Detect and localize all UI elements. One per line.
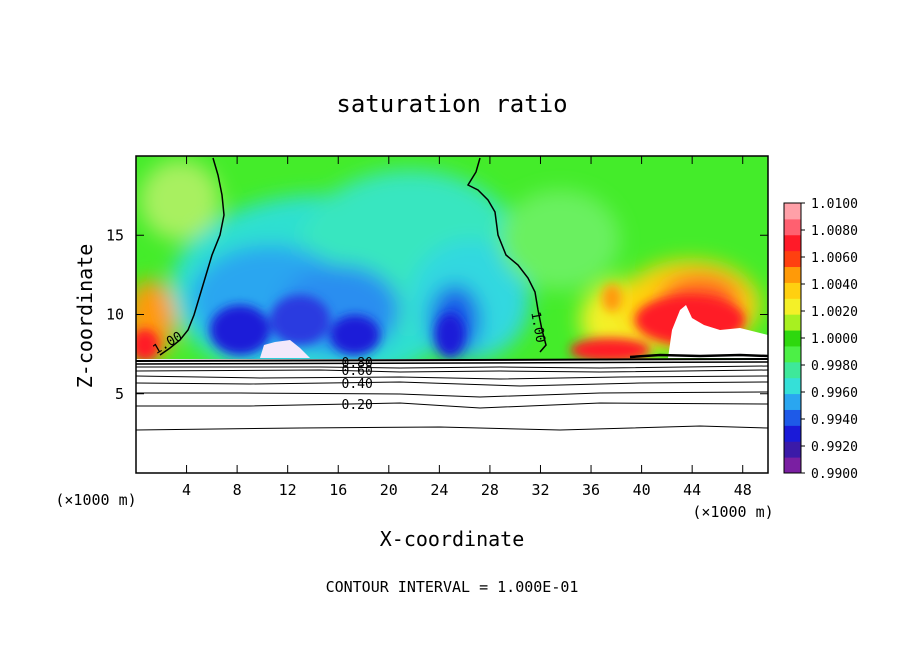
colorbar: 1.0100 1.0080 1.0060 1.0040 1.0020 1.0000 0.99… [783, 197, 858, 482]
colorbar-label: 0.9960 [811, 386, 858, 401]
colorbar-swatch [784, 377, 801, 395]
colorbar-swatch [784, 345, 801, 363]
contour-label: 0.20 [342, 398, 373, 413]
chart-title: saturation ratio [336, 90, 567, 118]
contour-label: 0.40 [342, 377, 373, 392]
heatmap-field [136, 156, 768, 359]
plot-area: 1.00 1.000.800.600.400.20 [135, 155, 769, 474]
colorbar-label: 1.0020 [811, 305, 858, 320]
colorbar-swatches [784, 203, 801, 474]
x-tick-labels: 4 8 12 16 20 24 28 32 36 40 44 48 [182, 481, 752, 499]
x-tick-label: 20 [380, 481, 398, 499]
colorbar-swatch [784, 361, 801, 379]
colorbar-label: 1.0100 [811, 197, 858, 212]
colorbar-swatch [784, 203, 801, 220]
colorbar-swatch [784, 425, 801, 442]
x-tick-label: 40 [633, 481, 651, 499]
contour-label: 0.60 [342, 364, 373, 379]
x-tick-label: 44 [683, 481, 701, 499]
contour-1-00-left [159, 157, 225, 356]
x-tick-label: 8 [233, 481, 242, 499]
contour-label: 0.80 [342, 356, 373, 371]
colorbar-labels: 1.0100 1.0080 1.0060 1.0040 1.0020 1.0000 0.99… [801, 197, 858, 482]
x-axis-unit-left: (×1000 m) [55, 491, 136, 509]
x-tick-label: 32 [531, 481, 549, 499]
colorbar-swatch [784, 314, 801, 331]
colorbar-swatch [784, 330, 801, 347]
contour-labels: 1.00 1.000.800.600.400.20 [151, 311, 548, 413]
contour-label: 1.00 [527, 311, 547, 344]
colorbar-label: 1.0080 [811, 224, 858, 239]
colorbar-swatch [784, 298, 801, 315]
x-tick-label: 24 [430, 481, 448, 499]
x-tick-label: 16 [329, 481, 347, 499]
colorbar-swatch [784, 234, 801, 252]
colorbar-swatch [784, 250, 801, 268]
y-tick-label: 15 [106, 226, 124, 244]
x-tick-label: 4 [182, 481, 191, 499]
colorbar-swatch [784, 266, 801, 283]
colorbar-swatch [784, 282, 801, 299]
x-tick-label: 28 [481, 481, 499, 499]
colorbar-label: 0.9920 [811, 440, 858, 455]
y-tick-label: 5 [115, 385, 124, 403]
colorbar-label: 1.0060 [811, 251, 858, 266]
colorbar-swatch [784, 393, 801, 410]
colorbar-swatch [784, 218, 801, 236]
colorbar-swatch [784, 409, 801, 426]
x-tick-label: 36 [582, 481, 600, 499]
y-tick-label: 10 [106, 306, 124, 324]
colorbar-swatch [784, 441, 801, 458]
x-axis-unit-right: (×1000 m) [692, 503, 773, 521]
colorbar-label: 0.9940 [811, 413, 858, 428]
contour-lines [135, 157, 769, 431]
contour-1-00-right [466, 157, 547, 353]
colorbar-swatch [784, 457, 801, 474]
contour-interval-note: CONTOUR INTERVAL = 1.000E-01 [326, 578, 579, 596]
colorbar-label: 1.0040 [811, 278, 858, 293]
colorbar-label: 0.9900 [811, 467, 858, 482]
y-axis-label: Z-coordinate [73, 244, 97, 389]
x-tick-label: 12 [279, 481, 297, 499]
colorbar-label: 0.9980 [811, 359, 858, 374]
y-tick-labels: 5 10 15 [106, 226, 124, 403]
x-tick-label: 48 [734, 481, 752, 499]
x-axis-label: X-coordinate [380, 527, 525, 551]
colorbar-label: 1.0000 [811, 332, 858, 347]
tick-marks [136, 156, 768, 473]
